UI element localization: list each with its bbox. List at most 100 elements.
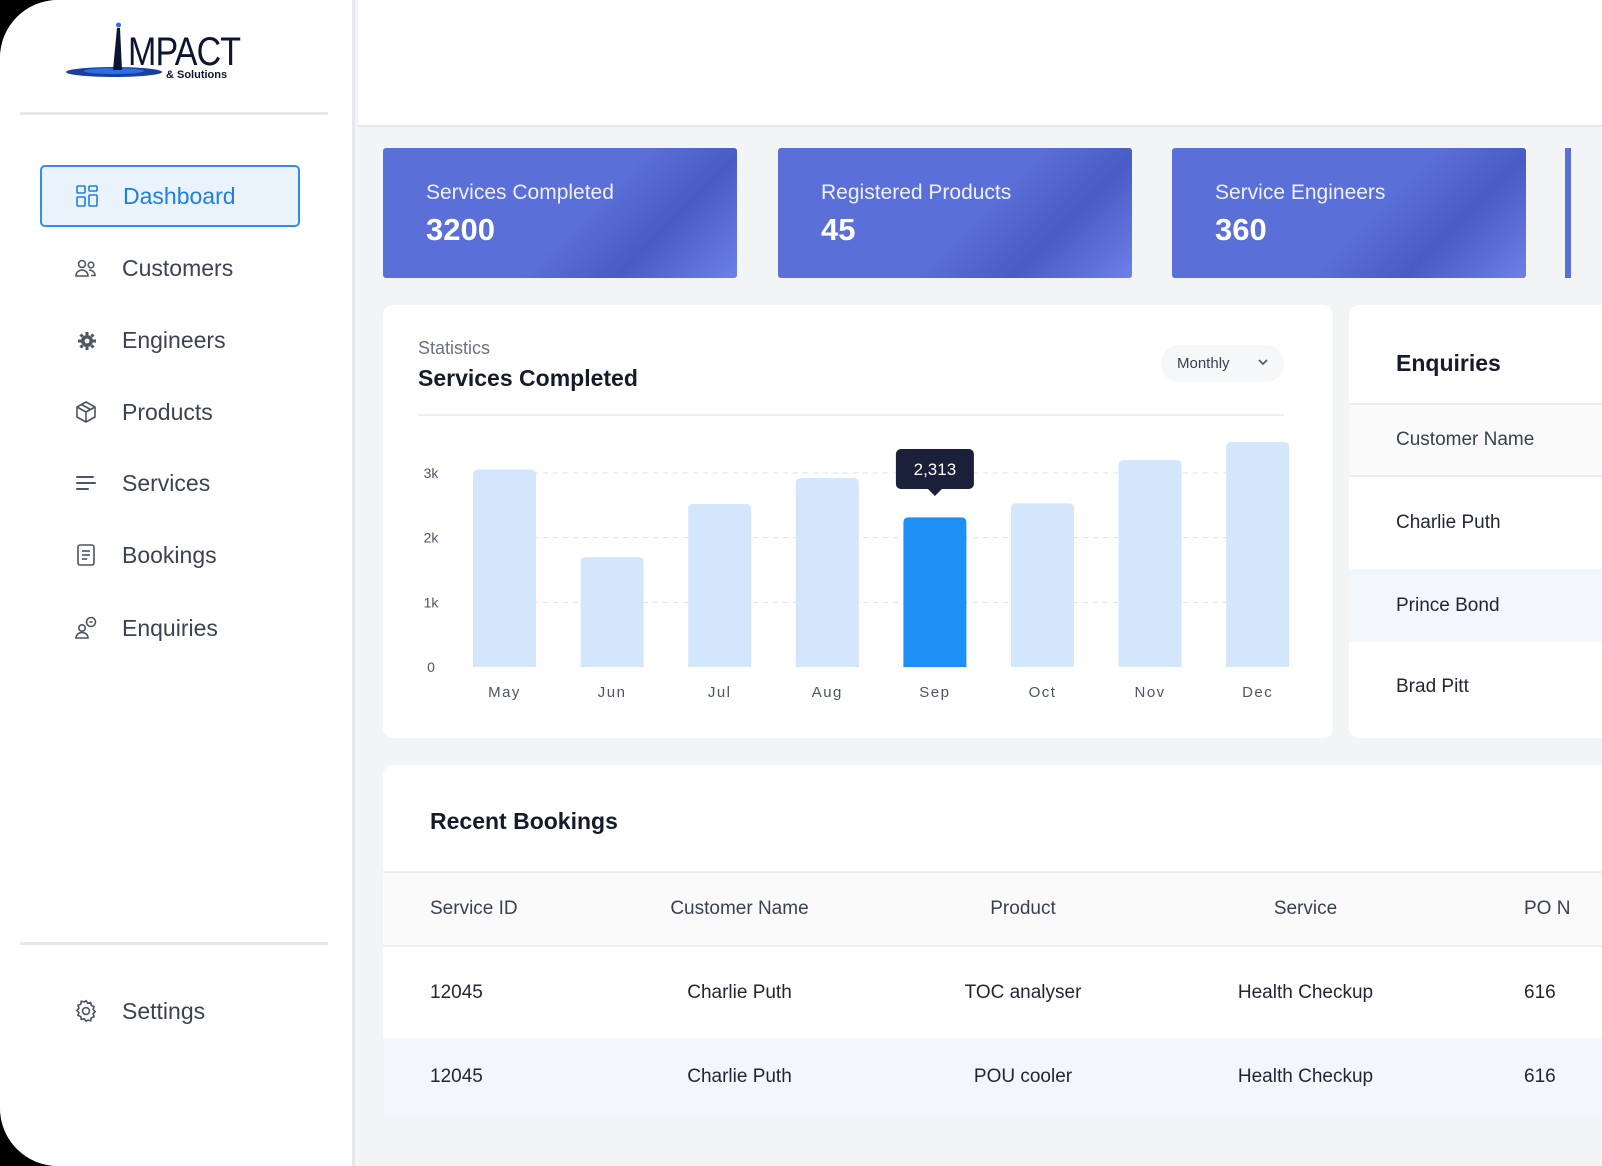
customer-name-cell: Charlie Puth bbox=[687, 1065, 792, 1087]
x-tick-label: Oct bbox=[1029, 684, 1057, 701]
product-cell: POU cooler bbox=[973, 1065, 1073, 1087]
chart-bar bbox=[1011, 503, 1074, 667]
card-decoration bbox=[1172, 148, 1526, 278]
sidebar: MPACT & Solutions Dashboard Customers En… bbox=[0, 0, 355, 1166]
stat-card-services-completed[interactable]: Services Completed 3200 bbox=[383, 148, 737, 278]
table-header-row: Service ID Customer Name Product Service… bbox=[383, 871, 1602, 947]
statistics-kicker: Statistics bbox=[418, 338, 491, 358]
sidebar-item-label: Products bbox=[122, 398, 213, 425]
sidebar-item-products[interactable]: Products bbox=[40, 381, 300, 443]
table-row[interactable]: 12045 Charlie Puth POU cooler Health Che… bbox=[383, 1038, 1602, 1115]
list-item[interactable]: Charlie Puth bbox=[1349, 477, 1602, 569]
stat-value: 360 bbox=[1215, 212, 1267, 247]
sidebar-item-label: Customers bbox=[122, 254, 234, 281]
sidebar-item-label: Bookings bbox=[122, 541, 217, 568]
service-cell: Health Checkup bbox=[1237, 981, 1374, 1003]
x-tick-label: Sep bbox=[919, 684, 950, 701]
x-tick-label: Dec bbox=[1242, 684, 1273, 701]
grid-icon bbox=[73, 182, 101, 210]
x-tick-label: May bbox=[488, 684, 521, 701]
y-tick-label: 1k bbox=[424, 594, 440, 610]
x-tick-label: Nov bbox=[1135, 684, 1166, 701]
brand-logo[interactable]: MPACT & Solutions bbox=[62, 20, 242, 90]
sidebar-item-dashboard[interactable]: Dashboard bbox=[40, 165, 300, 227]
stat-label: Service Engineers bbox=[1215, 181, 1386, 204]
services-bar-chart: 0 1k 2k 3k May Jun Jul Aug Sep 2,313 Oct Nov Dec bbox=[424, 441, 1290, 701]
sidebar-item-bookings[interactable]: Bookings bbox=[40, 524, 300, 586]
sidebar-item-services[interactable]: Services bbox=[40, 452, 300, 514]
box-icon bbox=[72, 398, 100, 426]
stat-label: Services Completed bbox=[426, 181, 614, 204]
column-header[interactable]: PO N bbox=[1524, 898, 1571, 919]
card-decoration bbox=[383, 148, 737, 278]
column-header[interactable]: Product bbox=[990, 898, 1056, 919]
stat-label: Registered Products bbox=[821, 181, 1012, 204]
enquiry-person-icon bbox=[72, 614, 100, 642]
document-icon bbox=[72, 541, 100, 569]
recent-bookings-panel: Recent Bookings Service ID Customer Name… bbox=[383, 765, 1602, 1115]
stat-value: 45 bbox=[821, 212, 856, 247]
brand-subtitle: & Solutions bbox=[166, 69, 228, 81]
chart-bar bbox=[580, 557, 644, 667]
column-header[interactable]: Service ID bbox=[430, 898, 518, 919]
sidebar-divider bbox=[20, 942, 328, 945]
sidebar-item-customers[interactable]: Customers bbox=[40, 237, 300, 299]
column-header[interactable]: Service bbox=[1273, 898, 1338, 919]
po-number-cell: 616 bbox=[1524, 981, 1556, 1003]
stat-card-service-engineers[interactable]: Service Engineers 360 bbox=[1172, 148, 1526, 278]
chart-bar bbox=[1226, 441, 1290, 667]
customer-name-cell: Charlie Puth bbox=[687, 981, 792, 1003]
logo-swoosh-icon bbox=[66, 22, 162, 77]
enquiry-customer-name: Prince Bond bbox=[1396, 594, 1500, 616]
top-bar bbox=[358, 0, 1602, 127]
po-number-cell: 616 bbox=[1524, 1065, 1556, 1087]
x-tick-label: Aug bbox=[812, 684, 843, 701]
chart-bar bbox=[795, 478, 859, 667]
enquiries-panel: Enquiries Customer Name Charlie Puth Pri… bbox=[1349, 305, 1602, 738]
y-tick-label: 0 bbox=[427, 659, 435, 675]
enquiries-header-label: Customer Name bbox=[1396, 429, 1535, 450]
y-tick-label: 3k bbox=[424, 465, 440, 481]
recent-bookings-title: Recent Bookings bbox=[430, 808, 618, 834]
product-cell: TOC analyser bbox=[964, 981, 1082, 1003]
sidebar-divider bbox=[20, 112, 328, 115]
sidebar-item-label: Settings bbox=[122, 997, 206, 1024]
period-select[interactable]: Monthly bbox=[1161, 345, 1284, 382]
enquiry-customer-name: Charlie Puth bbox=[1396, 512, 1501, 533]
enquiries-header: Customer Name bbox=[1349, 403, 1602, 477]
service-cell: Health Checkup bbox=[1237, 1065, 1374, 1087]
x-tick-label: Jun bbox=[598, 684, 627, 701]
sidebar-item-enquiries[interactable]: Enquiries bbox=[40, 597, 300, 659]
list-item[interactable]: Brad Pitt bbox=[1349, 642, 1602, 732]
lines-icon bbox=[72, 469, 100, 497]
column-header[interactable]: Customer Name bbox=[670, 898, 809, 919]
sidebar-item-engineers[interactable]: Engineers bbox=[40, 309, 300, 371]
chevron-down-icon bbox=[1256, 355, 1270, 373]
chart-tooltip-value: 2,313 bbox=[914, 460, 957, 479]
statistics-panel: Statistics Services Completed Monthly 0 1… bbox=[383, 305, 1333, 738]
stat-value: 3200 bbox=[426, 212, 495, 247]
card-decoration bbox=[778, 148, 1132, 278]
chart-tooltip-arrow bbox=[927, 489, 942, 496]
stat-card-partial[interactable] bbox=[1565, 148, 1571, 278]
stat-card-registered-products[interactable]: Registered Products 45 bbox=[778, 148, 1132, 278]
brand-name: MPACT bbox=[128, 30, 241, 74]
chart-bar bbox=[688, 504, 752, 667]
sidebar-item-label: Dashboard bbox=[123, 182, 236, 209]
list-item[interactable]: Prince Bond bbox=[1349, 569, 1602, 642]
enquiry-customer-name: Brad Pitt bbox=[1396, 676, 1469, 697]
table-row[interactable]: 12045 Charlie Puth TOC analyser Health C… bbox=[383, 947, 1602, 1038]
gear-icon bbox=[72, 997, 100, 1025]
chart-tooltip bbox=[895, 449, 974, 489]
y-tick-label: 2k bbox=[424, 530, 440, 546]
sidebar-item-label: Engineers bbox=[122, 326, 226, 353]
statistics-title: Services Completed bbox=[418, 365, 638, 391]
sidebar-item-settings[interactable]: Settings bbox=[40, 980, 300, 1042]
enquiries-title: Enquiries bbox=[1396, 350, 1501, 376]
chart-bar bbox=[1118, 460, 1182, 667]
statistics-divider bbox=[418, 414, 1284, 416]
sidebar-item-label: Enquiries bbox=[122, 614, 218, 641]
sidebar-item-label: Services bbox=[122, 469, 211, 496]
chart-bar bbox=[903, 517, 967, 667]
